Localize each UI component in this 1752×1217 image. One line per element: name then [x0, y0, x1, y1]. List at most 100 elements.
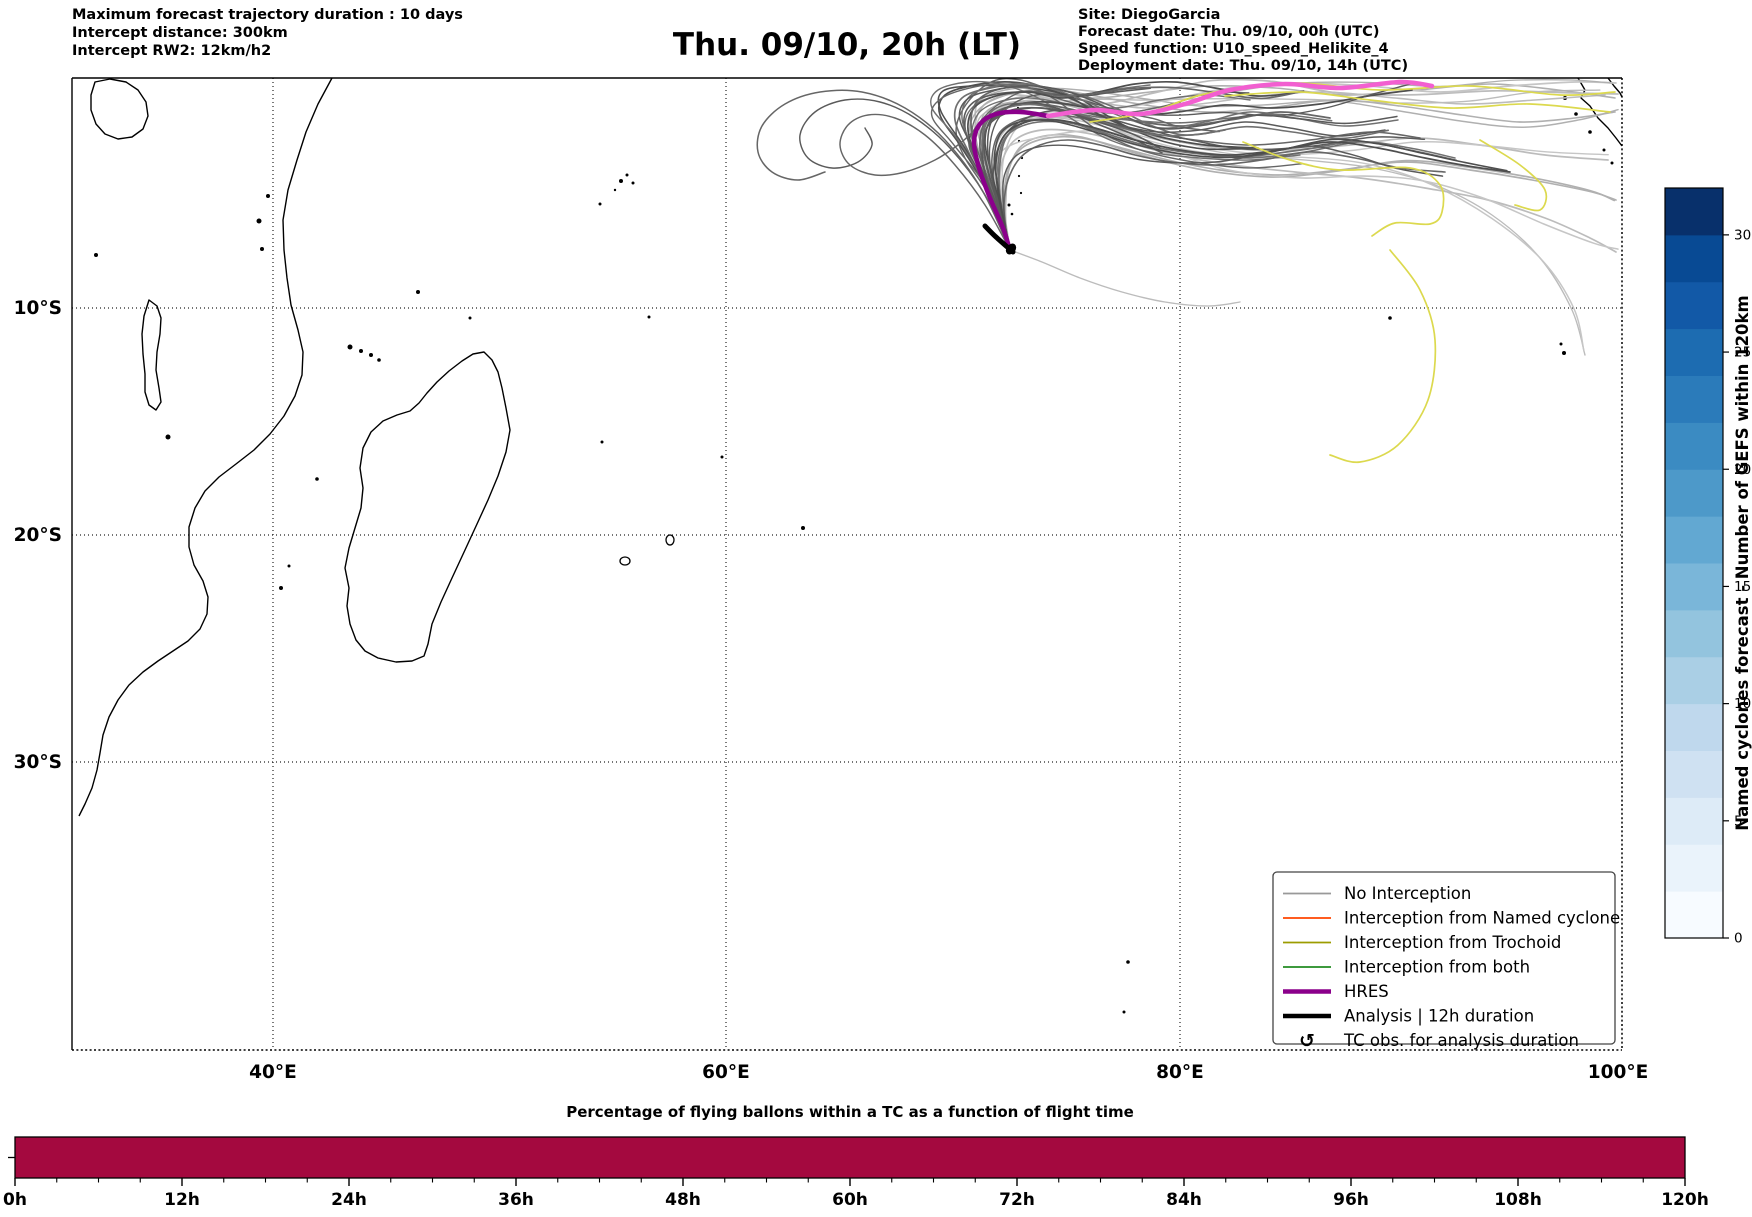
colorbar-segment: [1665, 656, 1723, 705]
coastline-path: [78, 77, 333, 817]
bar-x-tick-label: 96h: [1333, 1190, 1369, 1210]
island-dot: [1559, 342, 1563, 346]
trajectory-line-no-interception: [958, 85, 1398, 251]
island-dot: [625, 173, 629, 177]
colorbar-segment: [1665, 609, 1723, 658]
trajectory-line-no-interception-light: [993, 116, 1586, 356]
legend-items: No Interception Interception from Named c…: [1283, 884, 1620, 1052]
coastline-path: [141, 299, 162, 411]
colorbar-segment: [1665, 750, 1723, 798]
colorbar-segment: [1665, 234, 1723, 283]
colorbar-segment: [1665, 422, 1723, 470]
bar-x-tick-label: 120h: [1661, 1190, 1709, 1210]
map-tick-labels: 40°E 60°E 80°E 100°E 10°S 20°S 30°S: [14, 298, 1649, 1083]
tc-percentage-bar: [14, 1136, 1686, 1179]
trajectory-line-no-interception: [993, 119, 1508, 251]
trajectory-line-no-interception-light: [974, 78, 1619, 251]
trajectory-line-no-interception: [998, 118, 1458, 251]
trajectory-line-trochoid-interception: [1224, 91, 1611, 113]
map-coastlines: [78, 77, 1623, 817]
island-dot: [260, 247, 264, 251]
bar-x-tick-label: 36h: [498, 1190, 534, 1210]
site-text: Site: DiegoGarcia: [1078, 7, 1220, 23]
intercept-distance-text: Intercept distance: 300km: [72, 25, 288, 41]
y-axis-tick-label: 30°S: [14, 752, 62, 773]
colorbar-segment: [1665, 891, 1723, 939]
colorbar-tick-label: 20: [1734, 462, 1751, 478]
colorbar-segment: [1665, 281, 1723, 330]
bar-x-tick-label: 12h: [164, 1190, 200, 1210]
deployment-date-text: Deployment date: Thu. 09/10, 14h (UTC): [1078, 58, 1408, 74]
island-dot: [266, 194, 270, 198]
trajectory-lines: [756, 77, 1619, 464]
trajectory-line-no-interception: [756, 89, 1011, 251]
legend-item: Interception from Named cyclone: [1283, 909, 1620, 928]
page-title: Thu. 09/10, 20h (LT): [673, 27, 1021, 63]
island-dot: [1588, 130, 1592, 134]
trajectory-line-trochoid-interception: [1479, 139, 1548, 212]
island-dot: [287, 564, 291, 568]
coastline-path: [344, 351, 511, 663]
bar-x-tick-label: 108h: [1494, 1190, 1542, 1210]
island-dot: [1019, 191, 1023, 195]
colorbar-segment: [1665, 516, 1723, 564]
max-duration-text: Maximum forecast trajectory duration : 1…: [72, 7, 463, 23]
colorbar-segment: [1665, 844, 1723, 892]
analysis-position-marker: [1005, 243, 1017, 255]
island-dot: [1388, 316, 1392, 320]
legend-item-label: Interception from Named cyclone: [1344, 909, 1620, 928]
trajectory-line-no-interception: [961, 82, 1399, 251]
colorbar-segment: [1665, 703, 1723, 751]
intercept-rw2-text: Intercept RW2: 12km/h2: [72, 43, 271, 59]
bar-x-tick-label: 24h: [331, 1190, 367, 1210]
bar-x-tick-label: 48h: [665, 1190, 701, 1210]
colorbar-segment: [1665, 469, 1723, 517]
colorbar-segment: [1665, 328, 1723, 376]
legend-box: [1272, 871, 1616, 1045]
island-dot: [1602, 148, 1606, 152]
trajectory-line-no-interception-light: [1009, 249, 1241, 307]
trajectory-line-no-interception-light: [1003, 135, 1617, 251]
island-dot: [359, 349, 363, 353]
map-legend: No Interception Interception from Named c…: [1272, 871, 1620, 1052]
legend-item-label: No Interception: [1344, 884, 1471, 903]
legend-item: HRES: [1283, 982, 1389, 1001]
legend-item: Interception from Trochoid: [1283, 933, 1561, 952]
colorbar-segment: [1665, 188, 1723, 236]
legend-item: Interception from both: [1283, 958, 1530, 977]
island-dot: [801, 526, 805, 530]
trajectory-line-no-interception: [986, 101, 1163, 251]
bottom-bar-chart: Percentage of flying ballons within a TC…: [3, 1103, 1709, 1210]
island-dot: [619, 179, 623, 183]
legend-item-label: Analysis | 12h duration: [1344, 1007, 1534, 1026]
island-dot: [416, 290, 420, 294]
colorbar-outline: [1664, 187, 1724, 939]
colorbar: 0 5 10 15 20 25 30: [1664, 187, 1751, 947]
tc-obs-rotation-icon: ↺: [1299, 1030, 1315, 1052]
trajectory-line-trochoid-interception: [1329, 249, 1437, 464]
island-outline: [665, 534, 675, 546]
legend-item-label: Interception from Trochoid: [1344, 933, 1561, 952]
legend-item: Analysis | 12h duration: [1283, 1007, 1534, 1026]
island-dot: [600, 440, 604, 444]
colorbar-label: Named cyclones forecast - Number of GEFS…: [1733, 295, 1752, 830]
legend-item-label: HRES: [1344, 982, 1389, 1001]
bottom-chart-title: Percentage of flying ballons within a TC…: [566, 1103, 1134, 1121]
island-dot: [720, 455, 724, 459]
island-dot: [647, 315, 651, 319]
coastline-path: [1577, 77, 1623, 147]
island-dot: [94, 253, 98, 257]
island-dot: [347, 344, 353, 350]
hres-trajectory-line: [971, 109, 1051, 253]
speed-function-text: Speed function: U10_speed_Helikite_4: [1078, 41, 1389, 57]
bar-x-tick-label: 60h: [832, 1190, 868, 1210]
island-dot: [1010, 212, 1014, 216]
legend-item: ↺ TC obs. for analysis duration: [1299, 1030, 1579, 1052]
island-outline: [619, 556, 631, 566]
island-dot: [1007, 203, 1011, 207]
forecast-date-text: Forecast date: Thu. 09/10, 00h (UTC): [1078, 24, 1379, 40]
trajectory-line-no-interception: [929, 80, 1301, 251]
y-axis-tick-label: 20°S: [14, 525, 62, 546]
